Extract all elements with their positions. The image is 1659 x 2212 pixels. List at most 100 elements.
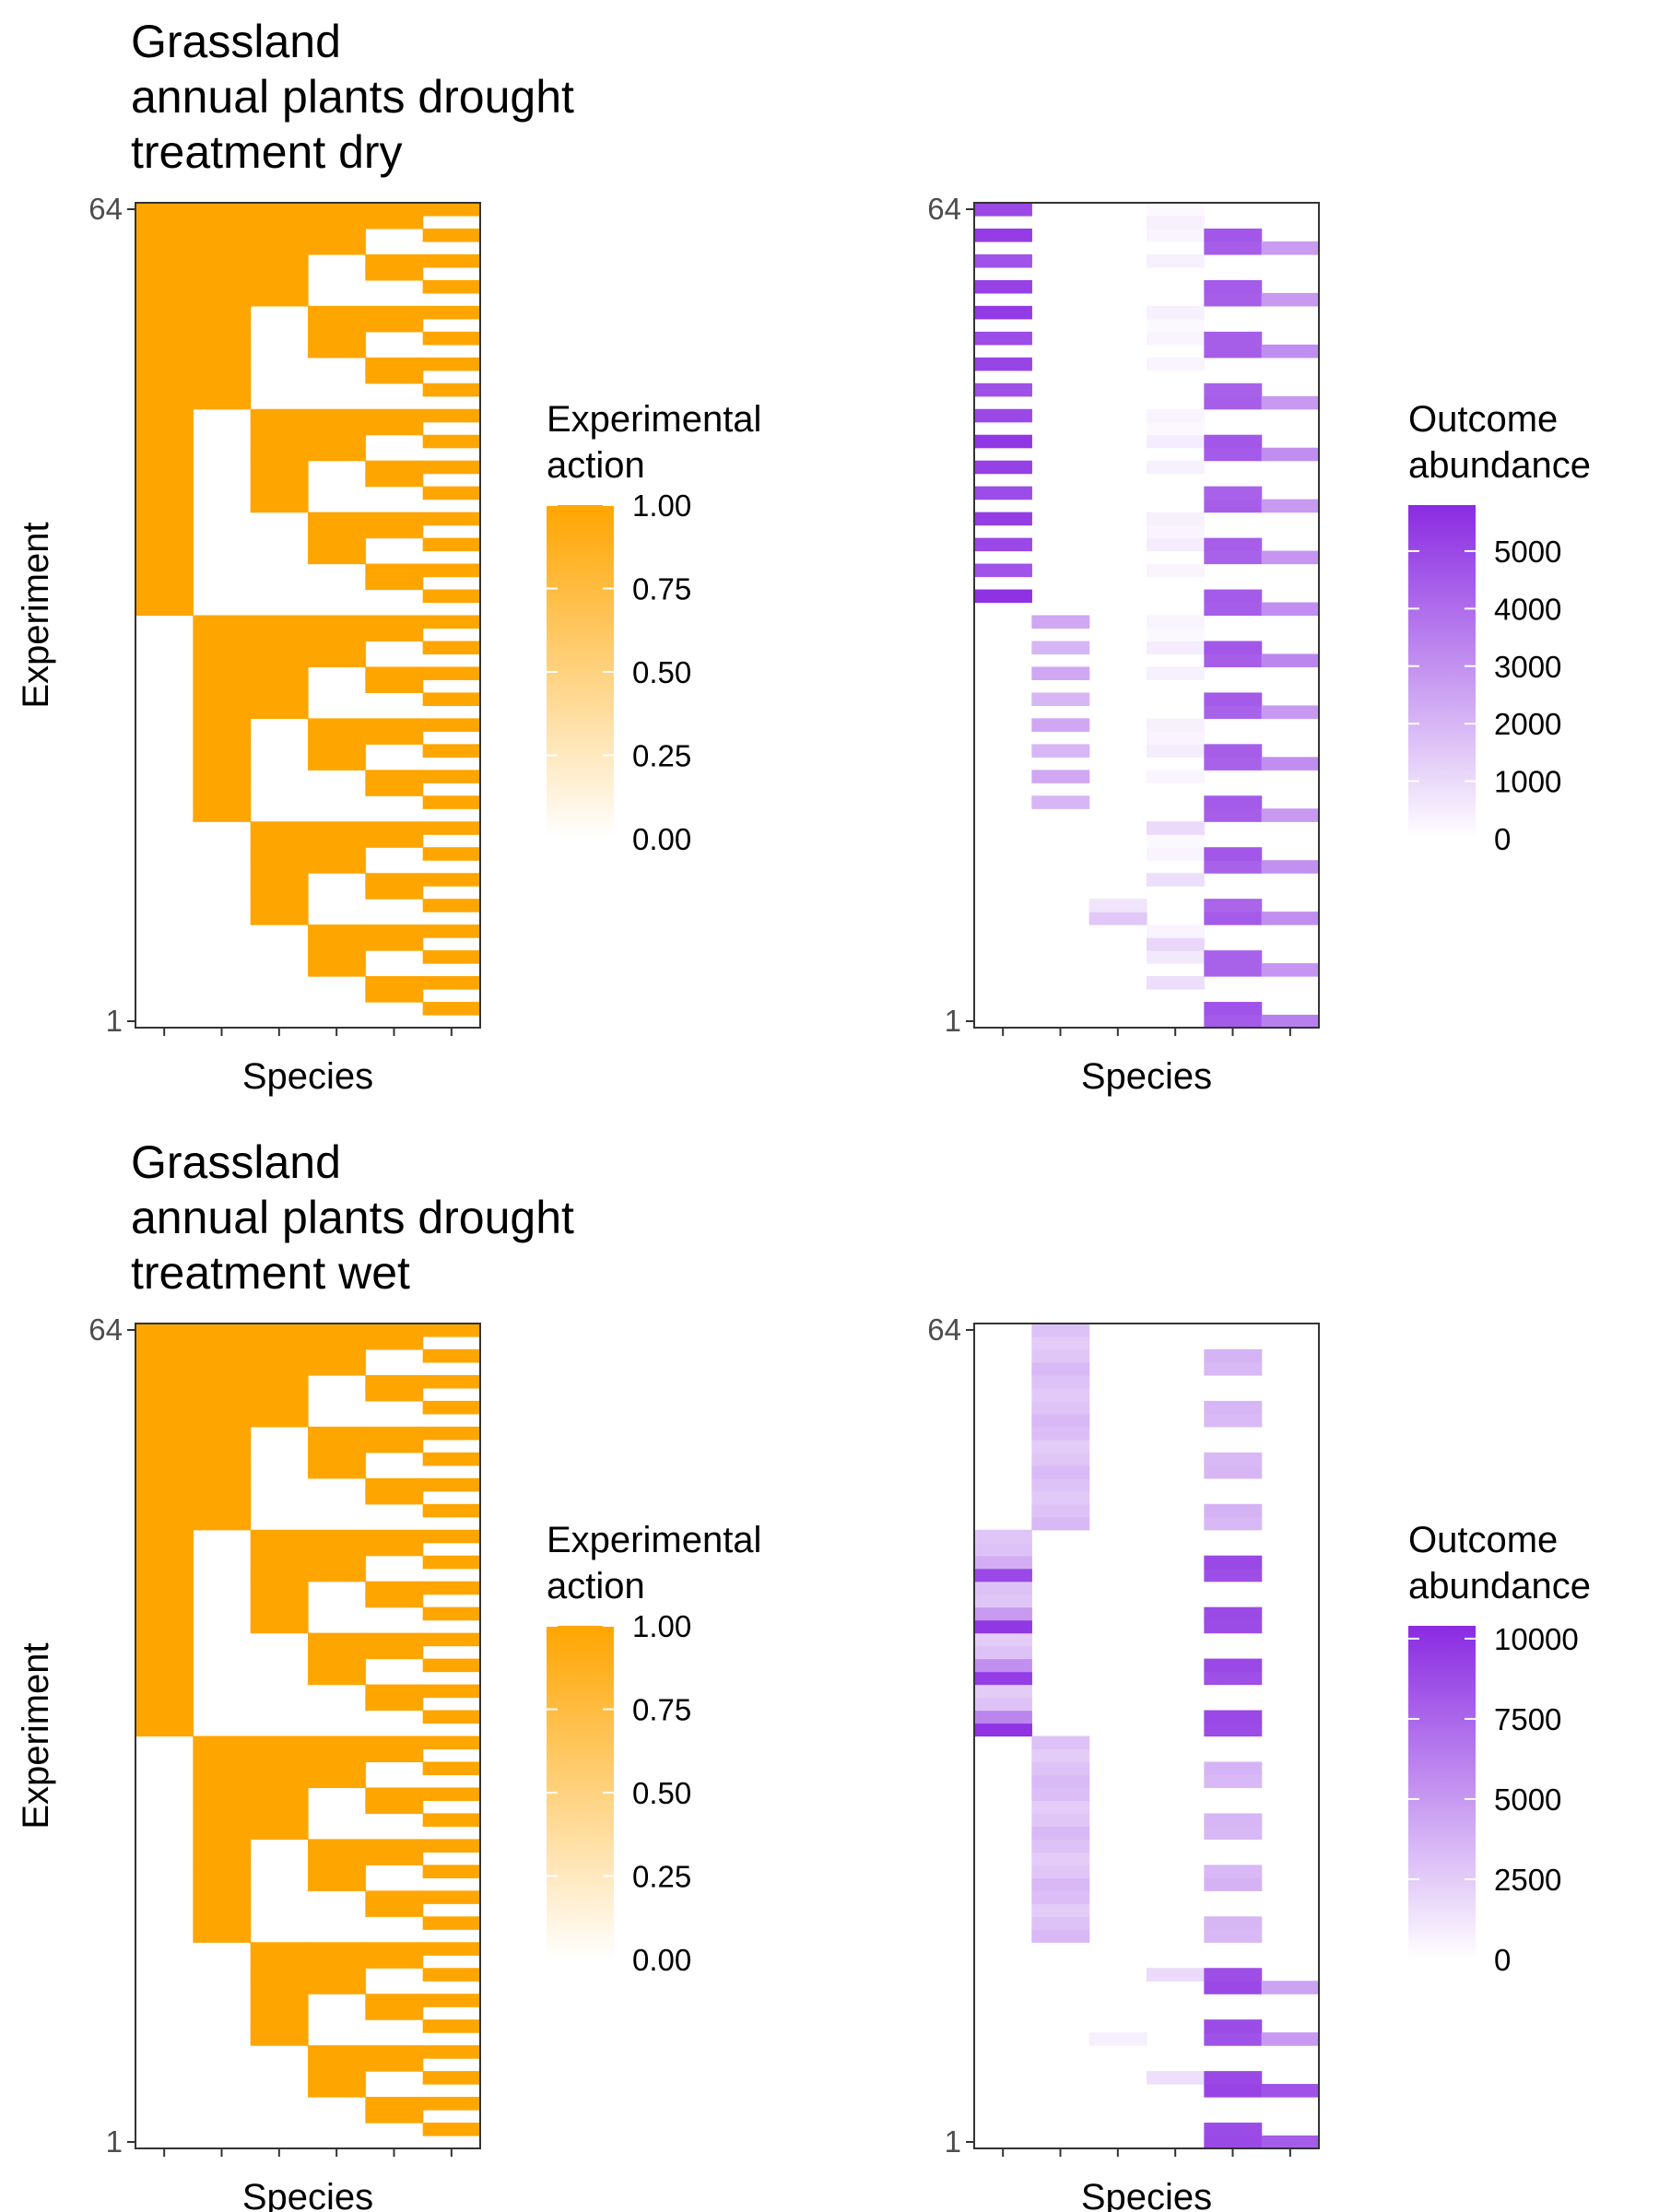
- heatmap-cell: [1261, 1015, 1320, 1029]
- colorbar-tick-label: 0.50: [632, 655, 691, 689]
- heatmap-cell: [365, 215, 424, 229]
- heatmap-cell: [422, 434, 481, 449]
- heatmap-cell: [1204, 499, 1263, 513]
- heatmap-cell: [974, 1529, 1032, 1544]
- heatmap-cell: [308, 434, 366, 449]
- heatmap-cell: [135, 563, 194, 578]
- heatmap-cell: [365, 2045, 424, 2059]
- heatmap-cell: [193, 203, 252, 217]
- heatmap-cell: [1204, 1619, 1263, 1634]
- heatmap-cell: [1147, 924, 1205, 938]
- heatmap-cell: [422, 1865, 481, 1878]
- heatmap-cell: [974, 1684, 1032, 1699]
- heatmap-cell: [422, 331, 481, 346]
- heatmap-cell: [1147, 512, 1205, 526]
- heatmap-cell: [308, 408, 366, 423]
- heatmap-cell: [135, 1555, 194, 1570]
- heatmap-cell: [974, 203, 1032, 217]
- heatmap-cell: [135, 292, 194, 307]
- heatmap-cell: [193, 731, 252, 745]
- heatmap-cell: [365, 1903, 424, 1917]
- heatmap-cell: [1204, 1516, 1263, 1531]
- heatmap-cell: [308, 331, 366, 346]
- heatmap-cell: [1261, 808, 1320, 822]
- heatmap-cell: [250, 860, 309, 874]
- heatmap-cell: [193, 1813, 252, 1827]
- heatmap-cell: [422, 924, 481, 938]
- heatmap-cell: [308, 834, 366, 848]
- heatmap-cell: [1031, 1916, 1090, 1930]
- heatmap-cell: [974, 408, 1032, 423]
- heatmap-cell: [193, 1865, 252, 1878]
- heatmap-cell: [135, 408, 194, 423]
- heatmap-cell: [308, 1426, 366, 1441]
- heatmap-cell: [1031, 1439, 1090, 1453]
- heatmap-cell: [250, 1335, 309, 1350]
- heatmap-cell: [1204, 2136, 1263, 2149]
- heatmap-cell: [1147, 950, 1205, 964]
- heatmap-cell: [193, 1335, 252, 1350]
- heatmap-cell: [422, 1684, 481, 1699]
- legend-title-line: abundance: [1408, 445, 1591, 486]
- colorbar: [1408, 505, 1476, 839]
- heatmap-cell: [422, 1581, 481, 1595]
- heatmap-cell: [974, 563, 1032, 578]
- heatmap-cell: [250, 447, 309, 462]
- heatmap-cell: [135, 305, 194, 320]
- heatmap-cell: [308, 1761, 366, 1776]
- heatmap-cell: [308, 1335, 366, 1350]
- heatmap-cell: [1147, 821, 1205, 835]
- heatmap-cell: [1204, 1465, 1263, 1479]
- heatmap-cell: [1147, 331, 1205, 346]
- heatmap-cell: [1031, 1800, 1090, 1815]
- heatmap-cell: [193, 1361, 252, 1376]
- heatmap-cell: [365, 1697, 424, 1712]
- heatmap-cell: [250, 434, 309, 449]
- heatmap-cell: [365, 731, 424, 745]
- heatmap-cell: [365, 1542, 424, 1557]
- heatmap-cell: [308, 924, 366, 938]
- heatmap-cell: [422, 1374, 481, 1389]
- heatmap-cell: [1031, 1826, 1090, 1840]
- heatmap-cell: [250, 2019, 309, 2033]
- heatmap-cell: [135, 1568, 194, 1583]
- heatmap-cell: [135, 537, 194, 552]
- heatmap-cell: [1031, 795, 1090, 809]
- legend-title-line: action: [547, 1566, 645, 1606]
- heatmap-cell: [308, 1645, 366, 1660]
- heatmap-cell: [422, 1761, 481, 1776]
- heatmap-cell: [193, 1774, 252, 1789]
- chart-title-line: Grassland: [131, 16, 341, 67]
- heatmap-cell: [365, 473, 424, 488]
- heatmap-cell: [422, 2097, 481, 2111]
- heatmap-cell: [365, 408, 424, 423]
- heatmap-cell: [193, 757, 252, 771]
- heatmap-cell: [365, 2110, 424, 2124]
- heatmap-cell: [1147, 731, 1205, 745]
- heatmap-cell: [1147, 421, 1205, 436]
- heatmap-cell: [365, 679, 424, 694]
- panel-border: [135, 202, 481, 1029]
- heatmap-cell: [193, 1452, 252, 1466]
- heatmap-cell: [365, 924, 424, 938]
- heatmap-cell: [193, 770, 252, 783]
- heatmap-cell: [308, 718, 366, 732]
- heatmap-cell: [365, 821, 424, 835]
- heatmap-cell: [1204, 550, 1263, 565]
- heatmap-cell: [193, 1490, 252, 1505]
- heatmap-cell: [1204, 1981, 1263, 1994]
- heatmap-cell: [250, 666, 309, 681]
- heatmap-cell: [1204, 2123, 1263, 2136]
- heatmap-cell: [135, 589, 194, 604]
- heatmap-cell: [135, 1465, 194, 1479]
- heatmap-cell: [250, 1813, 309, 1827]
- colorbar-tick-label: 2500: [1494, 1863, 1561, 1897]
- heatmap-cell: [1204, 1413, 1263, 1428]
- heatmap-cell: [135, 331, 194, 346]
- heatmap-cell: [1031, 718, 1090, 732]
- heatmap-cell: [1204, 1826, 1263, 1840]
- heatmap-cell: [422, 744, 481, 758]
- heatmap-cell: [135, 1335, 194, 1350]
- heatmap-cell: [135, 499, 194, 513]
